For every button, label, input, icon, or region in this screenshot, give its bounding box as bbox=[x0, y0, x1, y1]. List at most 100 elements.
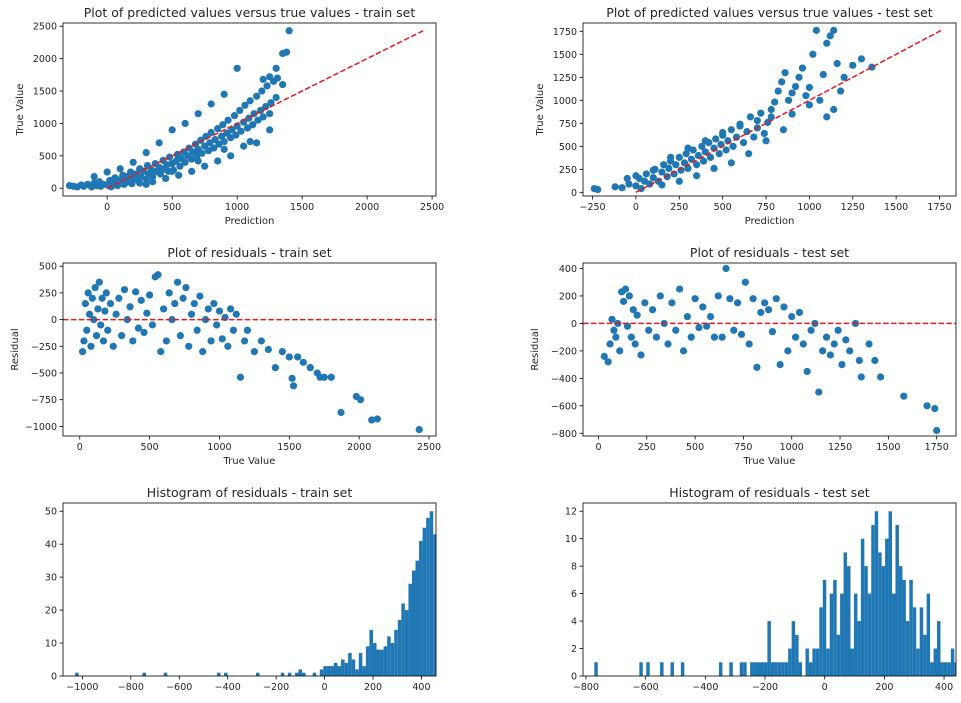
scatter-train-point bbox=[206, 139, 214, 147]
resid-train-point bbox=[250, 348, 258, 356]
resid-train-point bbox=[227, 305, 235, 313]
scatter-train-point bbox=[181, 119, 189, 128]
resid-test-point bbox=[687, 333, 695, 341]
scatter-test-title: Plot of predicted values versus true val… bbox=[606, 5, 933, 20]
scatter-test-point bbox=[812, 26, 820, 34]
resid-train-x-tick-label: 0 bbox=[77, 442, 83, 453]
scatter-test-y-tick-label: 1250 bbox=[553, 73, 577, 84]
hist-train-bar bbox=[401, 603, 405, 676]
resid-test-point bbox=[799, 340, 807, 348]
hist-test-bar bbox=[954, 662, 956, 676]
hist-train-x-tick-label: −400 bbox=[215, 682, 241, 693]
hist-train-bar bbox=[298, 669, 303, 676]
scatter-test-point bbox=[830, 26, 838, 34]
resid-test-point bbox=[645, 326, 653, 334]
resid-test-point bbox=[761, 299, 769, 307]
resid-train-point bbox=[80, 337, 88, 345]
resid-test-point bbox=[703, 322, 711, 330]
scatter-test-x-tick-label: −250 bbox=[579, 202, 605, 213]
hist-train-bar bbox=[518, 666, 522, 676]
scatter-test-point bbox=[706, 153, 715, 161]
hist-test-bar bbox=[867, 593, 872, 676]
scatter-test-y-tick-label: 500 bbox=[559, 142, 577, 153]
scatter-train-point bbox=[214, 125, 222, 133]
resid-train-point bbox=[90, 315, 98, 324]
hist-test-bar bbox=[888, 511, 893, 676]
resid-train-y-tick-label: 250 bbox=[39, 288, 57, 299]
scatter-test-point bbox=[736, 120, 744, 128]
resid-test-point bbox=[604, 358, 612, 366]
resid-train-point bbox=[85, 310, 94, 318]
scatter-train-y-tick-label: 2000 bbox=[33, 54, 57, 65]
hist-test-bar bbox=[819, 607, 823, 676]
resid-train-point bbox=[171, 299, 179, 308]
hist-test-frame bbox=[582, 502, 957, 677]
scatter-train-point bbox=[279, 80, 287, 89]
resid-test-point bbox=[830, 340, 838, 348]
resid-train-point bbox=[285, 353, 293, 361]
resid-test-point bbox=[616, 347, 624, 355]
resid-test-point bbox=[933, 426, 941, 435]
resid-train-title: Plot of residuals - train set bbox=[167, 245, 331, 260]
hist-test-bar bbox=[892, 593, 896, 676]
scatter-test-point bbox=[805, 101, 814, 109]
resid-train-point bbox=[126, 303, 134, 311]
scatter-train-point bbox=[149, 178, 157, 186]
resid-test-point bbox=[784, 347, 792, 355]
resid-test-point bbox=[656, 292, 664, 300]
hist-train-bar bbox=[341, 659, 345, 676]
hist-test-bar bbox=[829, 593, 834, 676]
resid-train-point bbox=[264, 345, 272, 354]
resid-test-point bbox=[606, 340, 614, 348]
scatter-train-x-tick-label: 0 bbox=[104, 202, 110, 213]
resid-test-point bbox=[826, 351, 834, 359]
hist-test-bar bbox=[833, 579, 837, 676]
scatter-train-point bbox=[253, 139, 261, 147]
resid-train-point bbox=[148, 321, 157, 329]
hist-test-bar bbox=[847, 566, 851, 676]
scatter-train-point bbox=[168, 126, 176, 134]
scatter-test-point bbox=[658, 181, 666, 189]
hist-test-bar bbox=[822, 579, 827, 676]
hist-train-x-tick-label: −600 bbox=[166, 682, 192, 693]
hist-train-bar bbox=[437, 551, 441, 676]
resid-train-point bbox=[106, 299, 115, 308]
hist-train-bar bbox=[348, 652, 352, 676]
hist-test-bar bbox=[767, 621, 771, 676]
scatter-train-point bbox=[254, 116, 262, 124]
scatter-test-point bbox=[795, 73, 803, 81]
resid-test-point bbox=[676, 285, 684, 293]
hist-train-bar bbox=[326, 666, 331, 676]
resid-train-point bbox=[190, 299, 198, 308]
hist-train-x-tick-label: 400 bbox=[412, 682, 430, 693]
scatter-test-point bbox=[760, 129, 768, 138]
scatter-train-point bbox=[210, 144, 218, 152]
scatter-test-point bbox=[684, 144, 692, 152]
resid-train-point bbox=[176, 332, 184, 340]
hist-test-bar bbox=[923, 634, 927, 676]
scatter-train-point bbox=[273, 74, 282, 82]
resid-test-point bbox=[871, 356, 879, 365]
scatter-test-x-tick-label: 1750 bbox=[927, 202, 951, 213]
hist-train-bar bbox=[511, 656, 515, 676]
scatter-train-point bbox=[220, 145, 228, 153]
scatter-train-point bbox=[207, 128, 215, 137]
resid-test-x-tick-label: 0 bbox=[595, 442, 601, 453]
scatter-train-point bbox=[227, 152, 235, 160]
scatter-test-point bbox=[701, 137, 709, 145]
scatter-test-point bbox=[784, 96, 793, 104]
scatter-test-point bbox=[746, 113, 755, 121]
scatter-test-point bbox=[719, 128, 727, 137]
scatter-train-point bbox=[175, 171, 183, 179]
resid-train-point bbox=[97, 321, 105, 329]
scatter-train-point bbox=[263, 82, 271, 90]
hist-train-x-tick-label: −1000 bbox=[66, 682, 98, 693]
scatter-test-point bbox=[840, 73, 848, 81]
resid-train-point bbox=[81, 299, 89, 308]
scatter-test-point bbox=[670, 170, 678, 178]
resid-test-x-tick-label: 1500 bbox=[876, 442, 900, 453]
scatter-test-frame bbox=[582, 22, 957, 197]
hist-test-bar bbox=[860, 538, 865, 676]
resid-train-point bbox=[134, 324, 143, 332]
hist-test-bar bbox=[916, 648, 920, 676]
